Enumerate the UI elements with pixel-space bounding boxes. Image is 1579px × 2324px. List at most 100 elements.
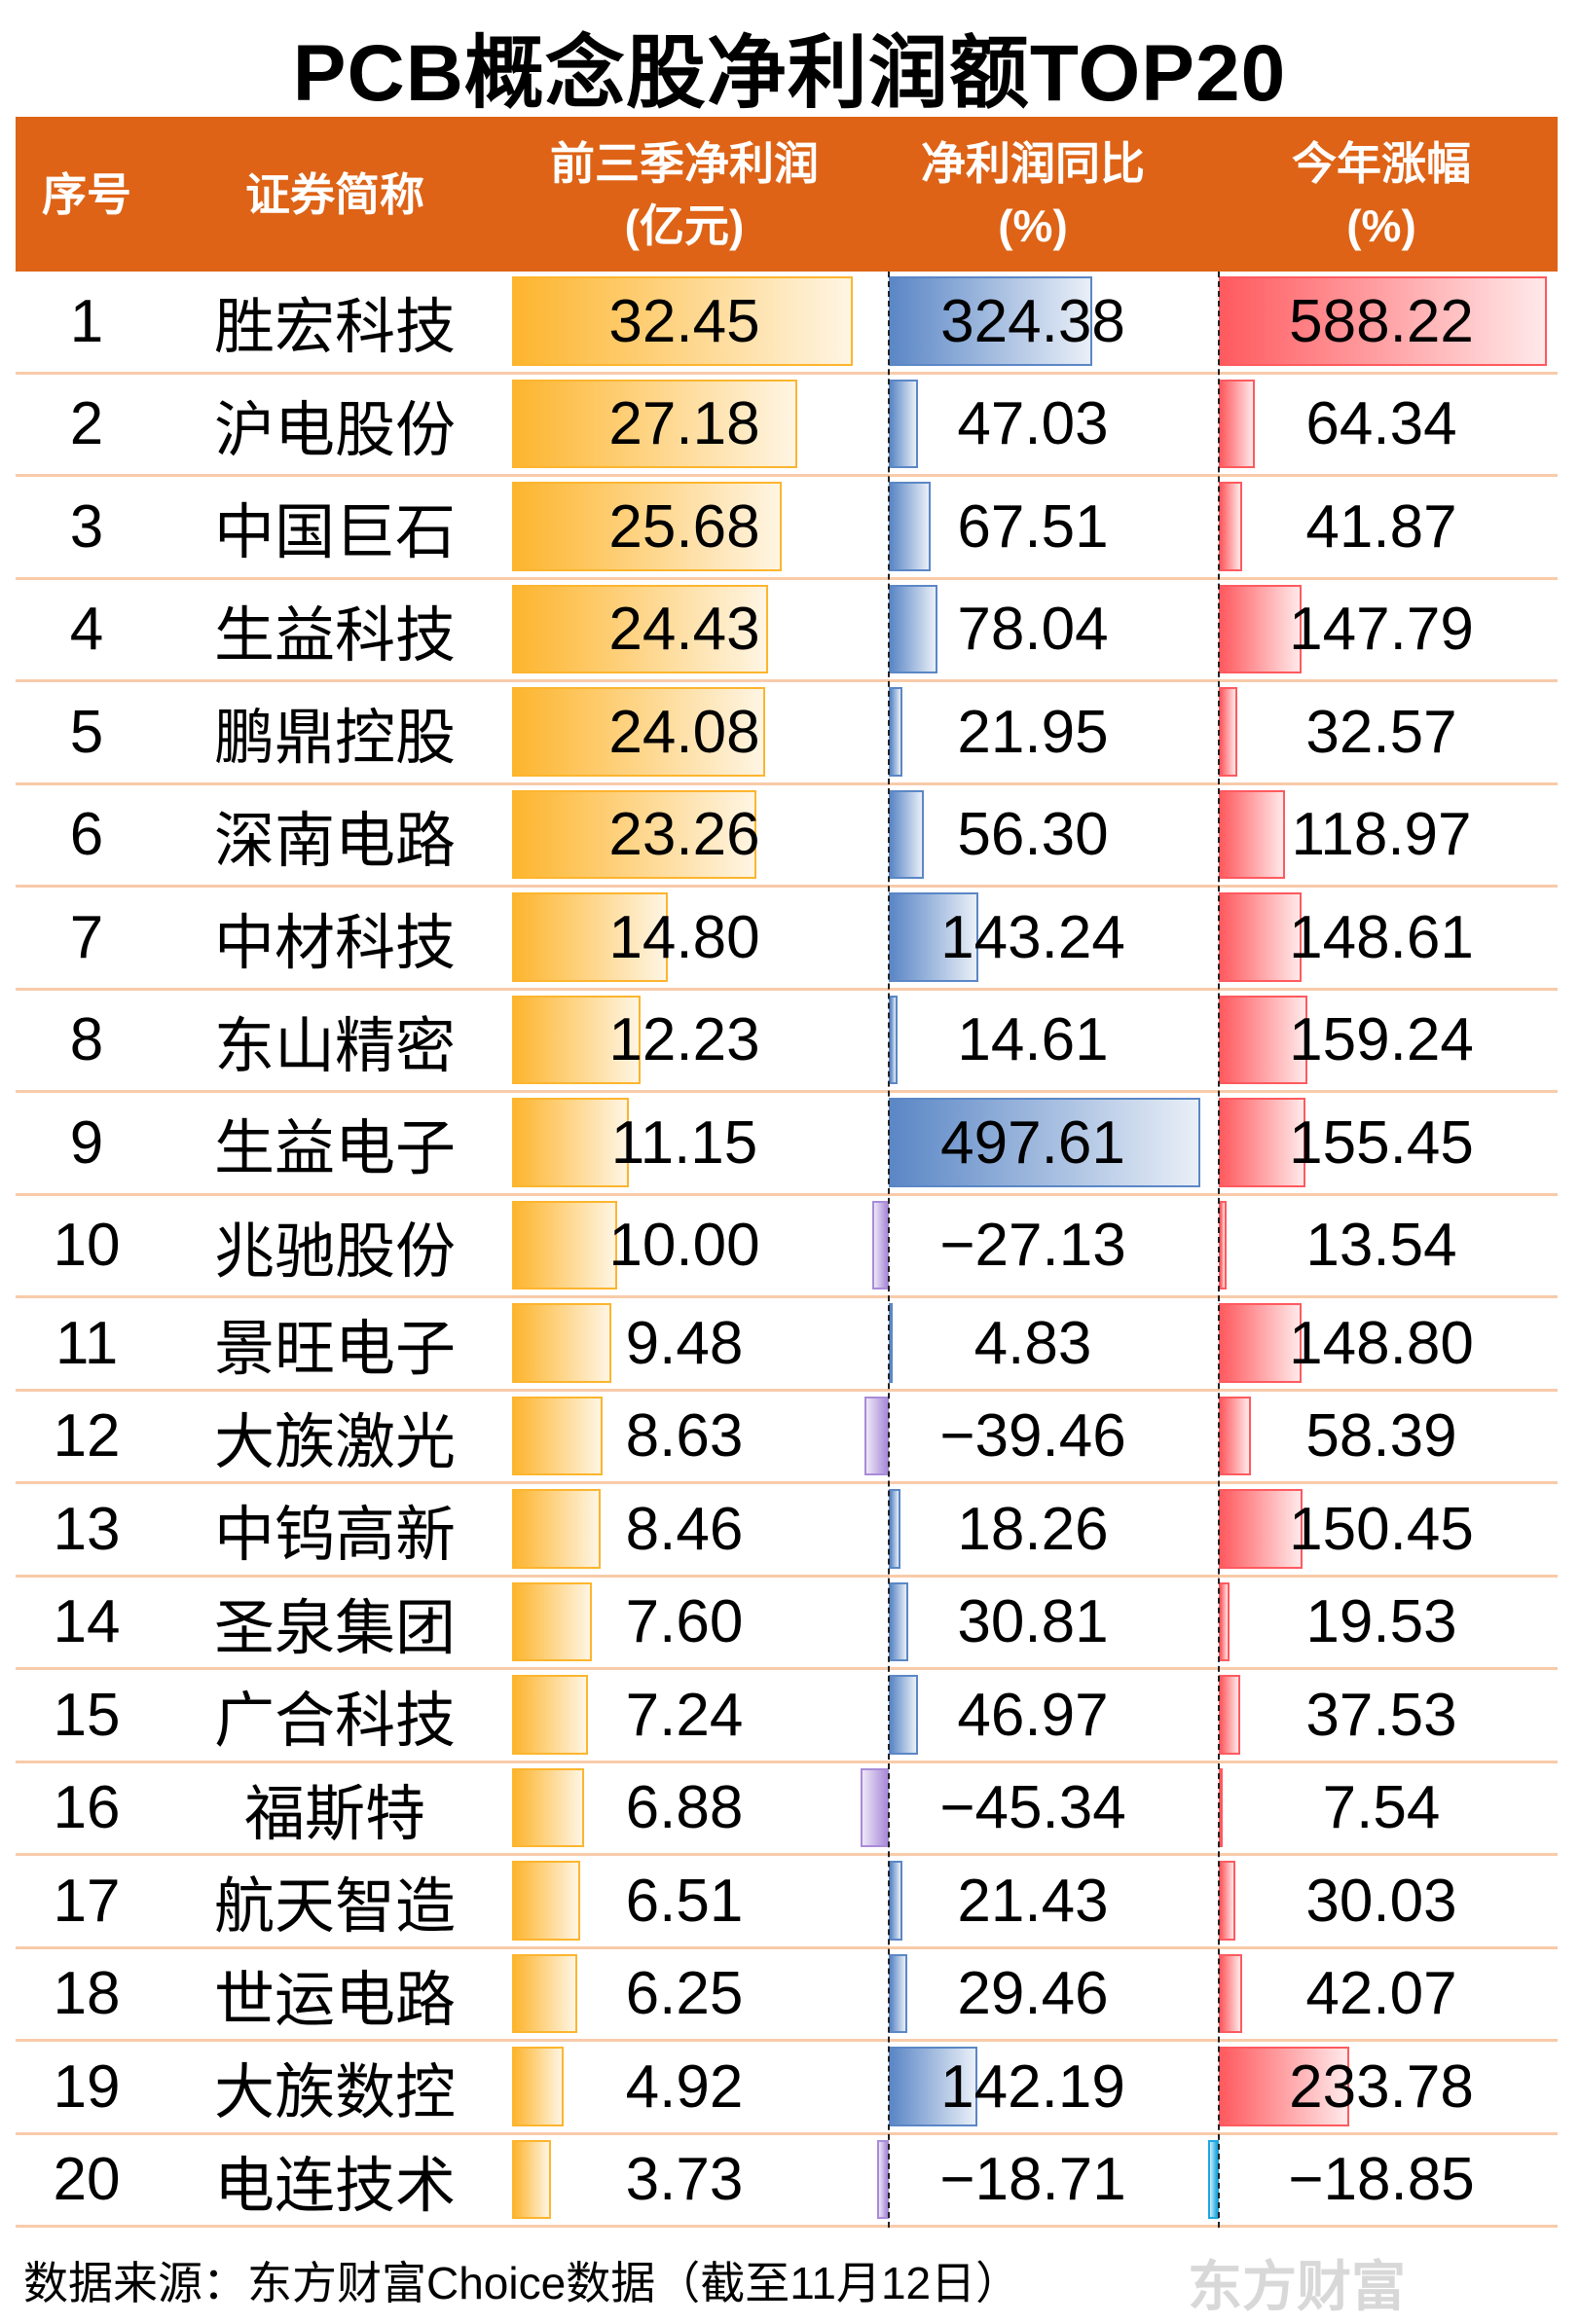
ytd-cell: 42.07 bbox=[1305, 1960, 1457, 2028]
ytd-cell: 148.61 bbox=[1289, 903, 1474, 971]
ytd-cell: 155.45 bbox=[1289, 1108, 1474, 1177]
header-yoy-label: 净利润同比(%) bbox=[921, 137, 1145, 251]
name-cell: 兆驰股份 bbox=[213, 1217, 456, 1286]
yoy-bar bbox=[889, 1098, 1200, 1187]
ytd-bar bbox=[1219, 892, 1303, 982]
rank-cell: 14 bbox=[53, 1588, 121, 1656]
header-ytd-label: 今年涨幅(%) bbox=[1292, 137, 1471, 251]
rank-cell: 10 bbox=[53, 1212, 121, 1280]
yoy-bar bbox=[889, 687, 903, 777]
profit-cell: 32.45 bbox=[608, 287, 760, 355]
table-row: 16 福斯特 6.88 −45.34 7.54 bbox=[16, 1763, 1558, 1856]
name-cell: 中材科技 bbox=[213, 910, 456, 978]
ytd-cell: −18.85 bbox=[1288, 2146, 1475, 2214]
profit-cell: 10.00 bbox=[608, 1212, 760, 1280]
name-cell: 中钨高新 bbox=[213, 1502, 456, 1570]
profit-cell: 8.63 bbox=[625, 1402, 744, 1471]
yoy-cell: 142.19 bbox=[940, 2052, 1125, 2121]
yoy-cell: −27.13 bbox=[939, 1212, 1126, 1280]
name-cell: 航天智造 bbox=[213, 1873, 456, 1942]
profit-bar bbox=[512, 1581, 592, 1661]
name-cell: 沪电股份 bbox=[213, 396, 456, 464]
rank-cell: 15 bbox=[53, 1681, 121, 1749]
profit-cell: 8.46 bbox=[625, 1495, 744, 1563]
rank-cell: 13 bbox=[53, 1495, 121, 1563]
rank-cell: 17 bbox=[53, 1867, 121, 1935]
yoy-cell: 324.38 bbox=[940, 287, 1125, 355]
table-row: 19 大族数控 4.92 142.19 233.78 bbox=[16, 2042, 1558, 2135]
table-row: 17 航天智造 6.51 21.43 30.03 bbox=[16, 1856, 1558, 1949]
ytd-cell: 30.03 bbox=[1305, 1867, 1457, 1935]
yoy-cell: 497.61 bbox=[940, 1108, 1125, 1177]
yoy-bar bbox=[889, 482, 932, 571]
ytd-bar bbox=[1219, 276, 1547, 366]
header-ytd: 今年涨幅(%) bbox=[1221, 117, 1542, 272]
name-cell: 大族数控 bbox=[213, 2059, 456, 2127]
name-cell: 电连技术 bbox=[213, 2152, 456, 2220]
profit-bar bbox=[512, 1861, 581, 1941]
profit-cell: 25.68 bbox=[608, 492, 760, 561]
ytd-bar bbox=[1219, 1303, 1303, 1383]
yoy-cell: 67.51 bbox=[957, 492, 1109, 561]
ytd-bar bbox=[1219, 2047, 1349, 2126]
page-title: PCB概念股净利润额TOP20 bbox=[292, 29, 1287, 118]
ytd-bar bbox=[1219, 789, 1286, 879]
profit-cell: 7.60 bbox=[625, 1588, 744, 1656]
yoy-bar bbox=[889, 789, 925, 879]
table-row: 8 东山精密 12.23 14.61 159.24 bbox=[16, 991, 1558, 1093]
rank-cell: 4 bbox=[69, 596, 104, 664]
yoy-bar bbox=[889, 892, 979, 982]
ytd-bar bbox=[1219, 1953, 1243, 2033]
table-row: 2 沪电股份 27.18 47.03 64.34 bbox=[16, 375, 1558, 477]
profit-bar bbox=[512, 1200, 617, 1289]
header-profit-unit: (亿元) bbox=[624, 200, 745, 251]
yoy-bar bbox=[889, 1303, 893, 1383]
name-cell: 大族激光 bbox=[213, 1408, 456, 1476]
table-header: 序号 证券简称 前三季净利润 (亿元) 净利润同比(%) 今年涨幅(%) bbox=[16, 117, 1558, 272]
profit-cell: 14.80 bbox=[608, 903, 760, 971]
profit-cell: 4.92 bbox=[625, 2052, 744, 2121]
profit-bar bbox=[512, 687, 765, 777]
table-row: 7 中材科技 14.80 143.24 148.61 bbox=[16, 888, 1558, 991]
profit-cell: 27.18 bbox=[608, 390, 760, 458]
name-cell: 东山精密 bbox=[213, 1012, 456, 1080]
rank-cell: 2 bbox=[69, 390, 104, 458]
name-cell: 中国巨石 bbox=[213, 499, 456, 567]
rank-cell: 19 bbox=[53, 2052, 121, 2121]
table-row: 20 电连技术 3.73 −18.71 −18.85 bbox=[16, 2135, 1558, 2228]
ytd-cell: 147.79 bbox=[1289, 596, 1474, 664]
ytd-cell: 19.53 bbox=[1305, 1588, 1457, 1656]
table-row: 13 中钨高新 8.46 18.26 150.45 bbox=[16, 1484, 1558, 1578]
profit-bar bbox=[512, 379, 798, 468]
ytd-cell: 7.54 bbox=[1322, 1774, 1441, 1842]
rank-cell: 20 bbox=[53, 2146, 121, 2214]
table-row: 6 深南电路 23.26 56.30 118.97 bbox=[16, 785, 1558, 888]
header-name: 证券简称 bbox=[245, 168, 424, 220]
ytd-cell: 159.24 bbox=[1289, 1006, 1474, 1074]
yoy-cell: 14.61 bbox=[957, 1006, 1109, 1074]
ytd-cell: 13.54 bbox=[1305, 1212, 1457, 1280]
yoy-bar bbox=[863, 1396, 889, 1475]
yoy-cell: −39.46 bbox=[939, 1402, 1126, 1471]
yoy-bar bbox=[889, 276, 1092, 366]
name-cell: 福斯特 bbox=[243, 1780, 425, 1848]
ytd-bar bbox=[1219, 1098, 1306, 1187]
profit-cell: 12.23 bbox=[608, 1006, 760, 1074]
name-cell: 胜宏科技 bbox=[213, 294, 456, 362]
name-cell: 鹏鼎控股 bbox=[213, 705, 456, 773]
profit-cell: 7.24 bbox=[625, 1681, 744, 1749]
name-cell: 景旺电子 bbox=[213, 1316, 456, 1384]
ytd-cell: 150.45 bbox=[1289, 1495, 1474, 1563]
yoy-cell: 21.43 bbox=[957, 1867, 1109, 1935]
profit-cell: 3.73 bbox=[625, 2146, 744, 2214]
table-row: 14 圣泉集团 7.60 30.81 19.53 bbox=[16, 1578, 1558, 1670]
yoy-cell: 4.83 bbox=[973, 1309, 1092, 1377]
yoy-cell: 29.46 bbox=[957, 1960, 1109, 2028]
header-yoy: 净利润同比(%) bbox=[890, 117, 1176, 272]
yoy-cell: 143.24 bbox=[940, 903, 1125, 971]
profit-bar bbox=[512, 2047, 565, 2126]
profit-cell: 6.51 bbox=[625, 1867, 744, 1935]
profit-cell: 23.26 bbox=[608, 801, 760, 869]
name-cell: 生益电子 bbox=[213, 1115, 456, 1183]
rank-cell: 18 bbox=[53, 1960, 121, 2028]
